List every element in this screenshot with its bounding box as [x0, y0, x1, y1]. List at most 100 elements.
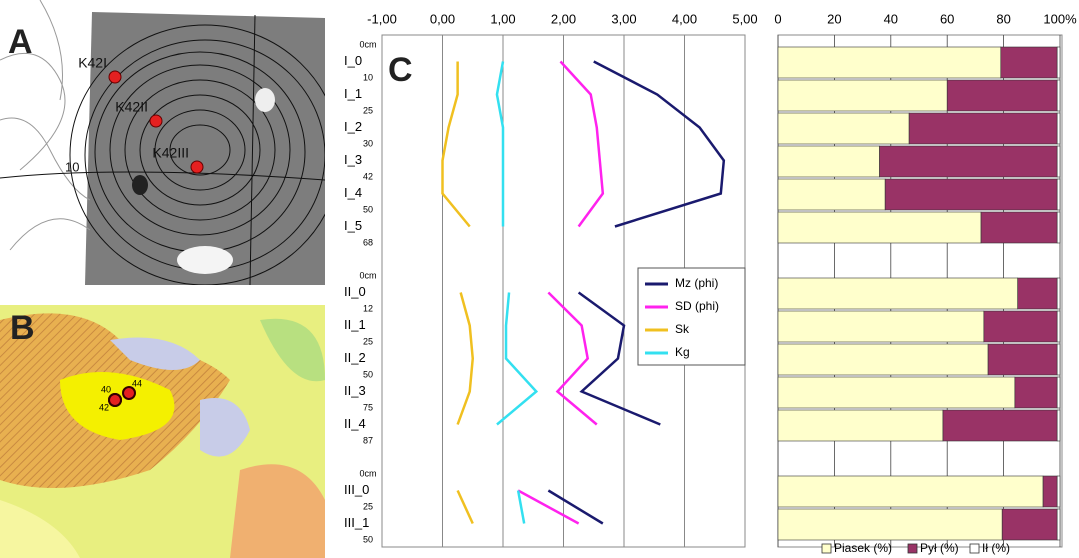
bar-segment [1057, 377, 1060, 408]
bar-segment [988, 344, 1057, 375]
y-tick-label: II_2 [344, 350, 366, 365]
depth-label: 50 [363, 369, 373, 379]
depth-label: 50 [363, 534, 373, 544]
x-tick-label: 40 [884, 11, 898, 26]
depth-label: 30 [363, 138, 373, 148]
sample-point [109, 71, 121, 83]
page: {"panels": { "a": {"label": "A", "points… [0, 0, 1079, 558]
bar-segment [947, 80, 1057, 111]
y-tick-label: I_2 [344, 119, 362, 134]
y-tick-label: I_5 [344, 218, 362, 233]
bar-segment [1057, 278, 1060, 309]
depth-label: 25 [363, 501, 373, 511]
y-tick-label: I_3 [344, 152, 362, 167]
depth-label: 0cm [359, 270, 376, 280]
panel-label: A [8, 23, 33, 61]
depth-label: 25 [363, 336, 373, 346]
y-tick-label: III_0 [344, 482, 369, 497]
depth-label: 12 [363, 303, 373, 313]
legend-label: Pył (%) [920, 541, 959, 555]
bar-segment [1057, 146, 1060, 177]
depth-label: 68 [363, 237, 373, 247]
bar-segment [1018, 278, 1057, 309]
contour-label: 10 [65, 159, 79, 174]
legend-label: Ił (%) [982, 541, 1010, 555]
depth-label: 0cm [359, 468, 376, 478]
y-tick-label: II_4 [344, 416, 366, 431]
sample-label: K42II [115, 99, 148, 115]
sample-label: 40 [101, 384, 111, 394]
x-tick-label: 0,00 [430, 11, 455, 26]
legend-label: Piasek (%) [834, 541, 892, 555]
depth-label: 0cm [359, 39, 376, 49]
bar-segment [1043, 476, 1057, 507]
bar-segment [778, 509, 1002, 540]
bar-segment [1057, 212, 1060, 243]
bar-segment [981, 212, 1057, 243]
y-tick-label: III_1 [344, 515, 369, 530]
sample-label: 42 [99, 402, 109, 412]
depth-label: 75 [363, 402, 373, 412]
bar-segment [1057, 344, 1060, 375]
bar-segment [778, 344, 988, 375]
bar-segment [984, 311, 1057, 342]
sample-label: 44 [132, 378, 142, 388]
y-tick-label: II_0 [344, 284, 366, 299]
legend-label: Kg [675, 345, 690, 359]
x-tick-label: 3,00 [611, 11, 636, 26]
bar-segment [778, 113, 909, 144]
map-a [0, 0, 340, 285]
y-tick-label: I_0 [344, 53, 362, 68]
bar-segment [778, 278, 1018, 309]
depth-label: 42 [363, 171, 373, 181]
legend-label: Sk [675, 322, 690, 336]
bar-segment [778, 476, 1043, 507]
bar-segment [1057, 476, 1060, 507]
x-tick-label: 100% [1043, 11, 1077, 26]
depth-label: 25 [363, 105, 373, 115]
legend-swatch [970, 544, 979, 553]
bar-segment [778, 47, 1001, 78]
bar-segment [1001, 47, 1057, 78]
x-tick-label: 1,00 [490, 11, 515, 26]
x-tick-label: 20 [827, 11, 841, 26]
bar-segment [909, 113, 1057, 144]
depth-label: 10 [363, 72, 373, 82]
x-tick-label: 4,00 [672, 11, 697, 26]
panel-label: C [388, 51, 413, 89]
bar-segment [1002, 509, 1057, 540]
y-tick-label: I_1 [344, 86, 362, 101]
x-tick-label: 0 [774, 11, 781, 26]
bar-segment [778, 179, 885, 210]
depth-label: 87 [363, 435, 373, 445]
map-b [0, 305, 325, 558]
bar-segment [1057, 80, 1060, 111]
bar-segment [1057, 47, 1060, 78]
sample-point [150, 115, 162, 127]
sample-point [109, 394, 121, 406]
x-tick-label: -1,00 [367, 11, 397, 26]
bar-segment [1057, 179, 1060, 210]
bar-segment [1057, 113, 1060, 144]
y-tick-label: I_4 [344, 185, 362, 200]
bar-segment [880, 146, 1058, 177]
bar-segment [778, 410, 943, 441]
legend-swatch [908, 544, 917, 553]
legend-label: SD (phi) [675, 299, 719, 313]
sample-label: K42III [152, 145, 189, 161]
bar-segment [778, 212, 981, 243]
x-tick-label: 60 [940, 11, 954, 26]
x-tick-label: 5,00 [732, 11, 757, 26]
bar-segment [1057, 410, 1060, 441]
bar-segment [1057, 311, 1060, 342]
x-tick-label: 80 [996, 11, 1010, 26]
bar-segment [1057, 509, 1060, 540]
panel-label: B [10, 309, 35, 347]
bar-segment [778, 146, 880, 177]
bar-segment [1015, 377, 1057, 408]
legend-label: Mz (phi) [675, 276, 718, 290]
y-tick-label: II_3 [344, 383, 366, 398]
x-tick-label: 2,00 [551, 11, 576, 26]
sample-point [191, 161, 203, 173]
sample-label: K42I [78, 55, 107, 71]
